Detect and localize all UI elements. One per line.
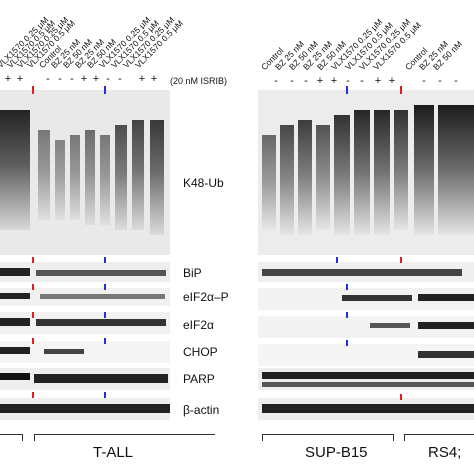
isrib-sign: + xyxy=(388,75,396,87)
isrib-sign: - xyxy=(304,75,308,87)
lane-markers xyxy=(32,86,402,400)
blot-label-parp: PARP xyxy=(183,372,215,386)
isrib-sign: - xyxy=(58,73,62,85)
blot-label-beta-actin: β-actin xyxy=(183,403,220,417)
group-bracket-rs4 xyxy=(404,434,474,441)
isrib-sign: - xyxy=(454,75,458,87)
group-bracket-t-all xyxy=(34,434,215,441)
isrib-sign: + xyxy=(4,73,12,85)
right-small-blots xyxy=(258,262,474,420)
left-small-blots xyxy=(0,262,170,420)
isrib-sign: + xyxy=(316,75,324,87)
isrib-sign: - xyxy=(118,73,122,85)
isrib-sign: + xyxy=(92,73,100,85)
isrib-sign: + xyxy=(16,73,24,85)
isrib-sign: - xyxy=(106,73,110,85)
blot-label-chop: CHOP xyxy=(183,345,218,359)
isrib-sign: - xyxy=(360,75,364,87)
isrib-sign: - xyxy=(46,73,50,85)
blot-label-k48-ub: K48-Ub xyxy=(183,176,224,190)
isrib-sign: - xyxy=(70,73,74,85)
isrib-sign: - xyxy=(346,75,350,87)
isrib-sign: + xyxy=(80,73,88,85)
left-k48-blot xyxy=(0,90,170,255)
isrib-sign: - xyxy=(438,75,442,87)
isrib-sign: + xyxy=(138,73,146,85)
group-label-sup-b15: SUP-B15 xyxy=(305,444,368,461)
group-label-t-all: T-ALL xyxy=(93,444,134,461)
isrib-sign: - xyxy=(422,75,426,87)
blot-label-bip: BiP xyxy=(183,266,202,280)
right-k48-blot xyxy=(258,90,474,255)
group-bracket xyxy=(0,434,23,441)
isrib-sign: + xyxy=(150,73,158,85)
isrib-label: (20 nM ISRIB) xyxy=(170,76,228,86)
group-label-rs4: RS4; xyxy=(428,444,462,461)
isrib-sign: - xyxy=(290,75,294,87)
group-bracket-sup-b15 xyxy=(262,434,394,441)
isrib-sign: - xyxy=(274,75,278,87)
isrib-sign: + xyxy=(374,75,382,87)
isrib-sign: + xyxy=(330,75,338,87)
blot-label-eif2a-p: eIF2α–P xyxy=(183,290,229,304)
blot-label-eif2a: eIF2α xyxy=(183,318,214,332)
